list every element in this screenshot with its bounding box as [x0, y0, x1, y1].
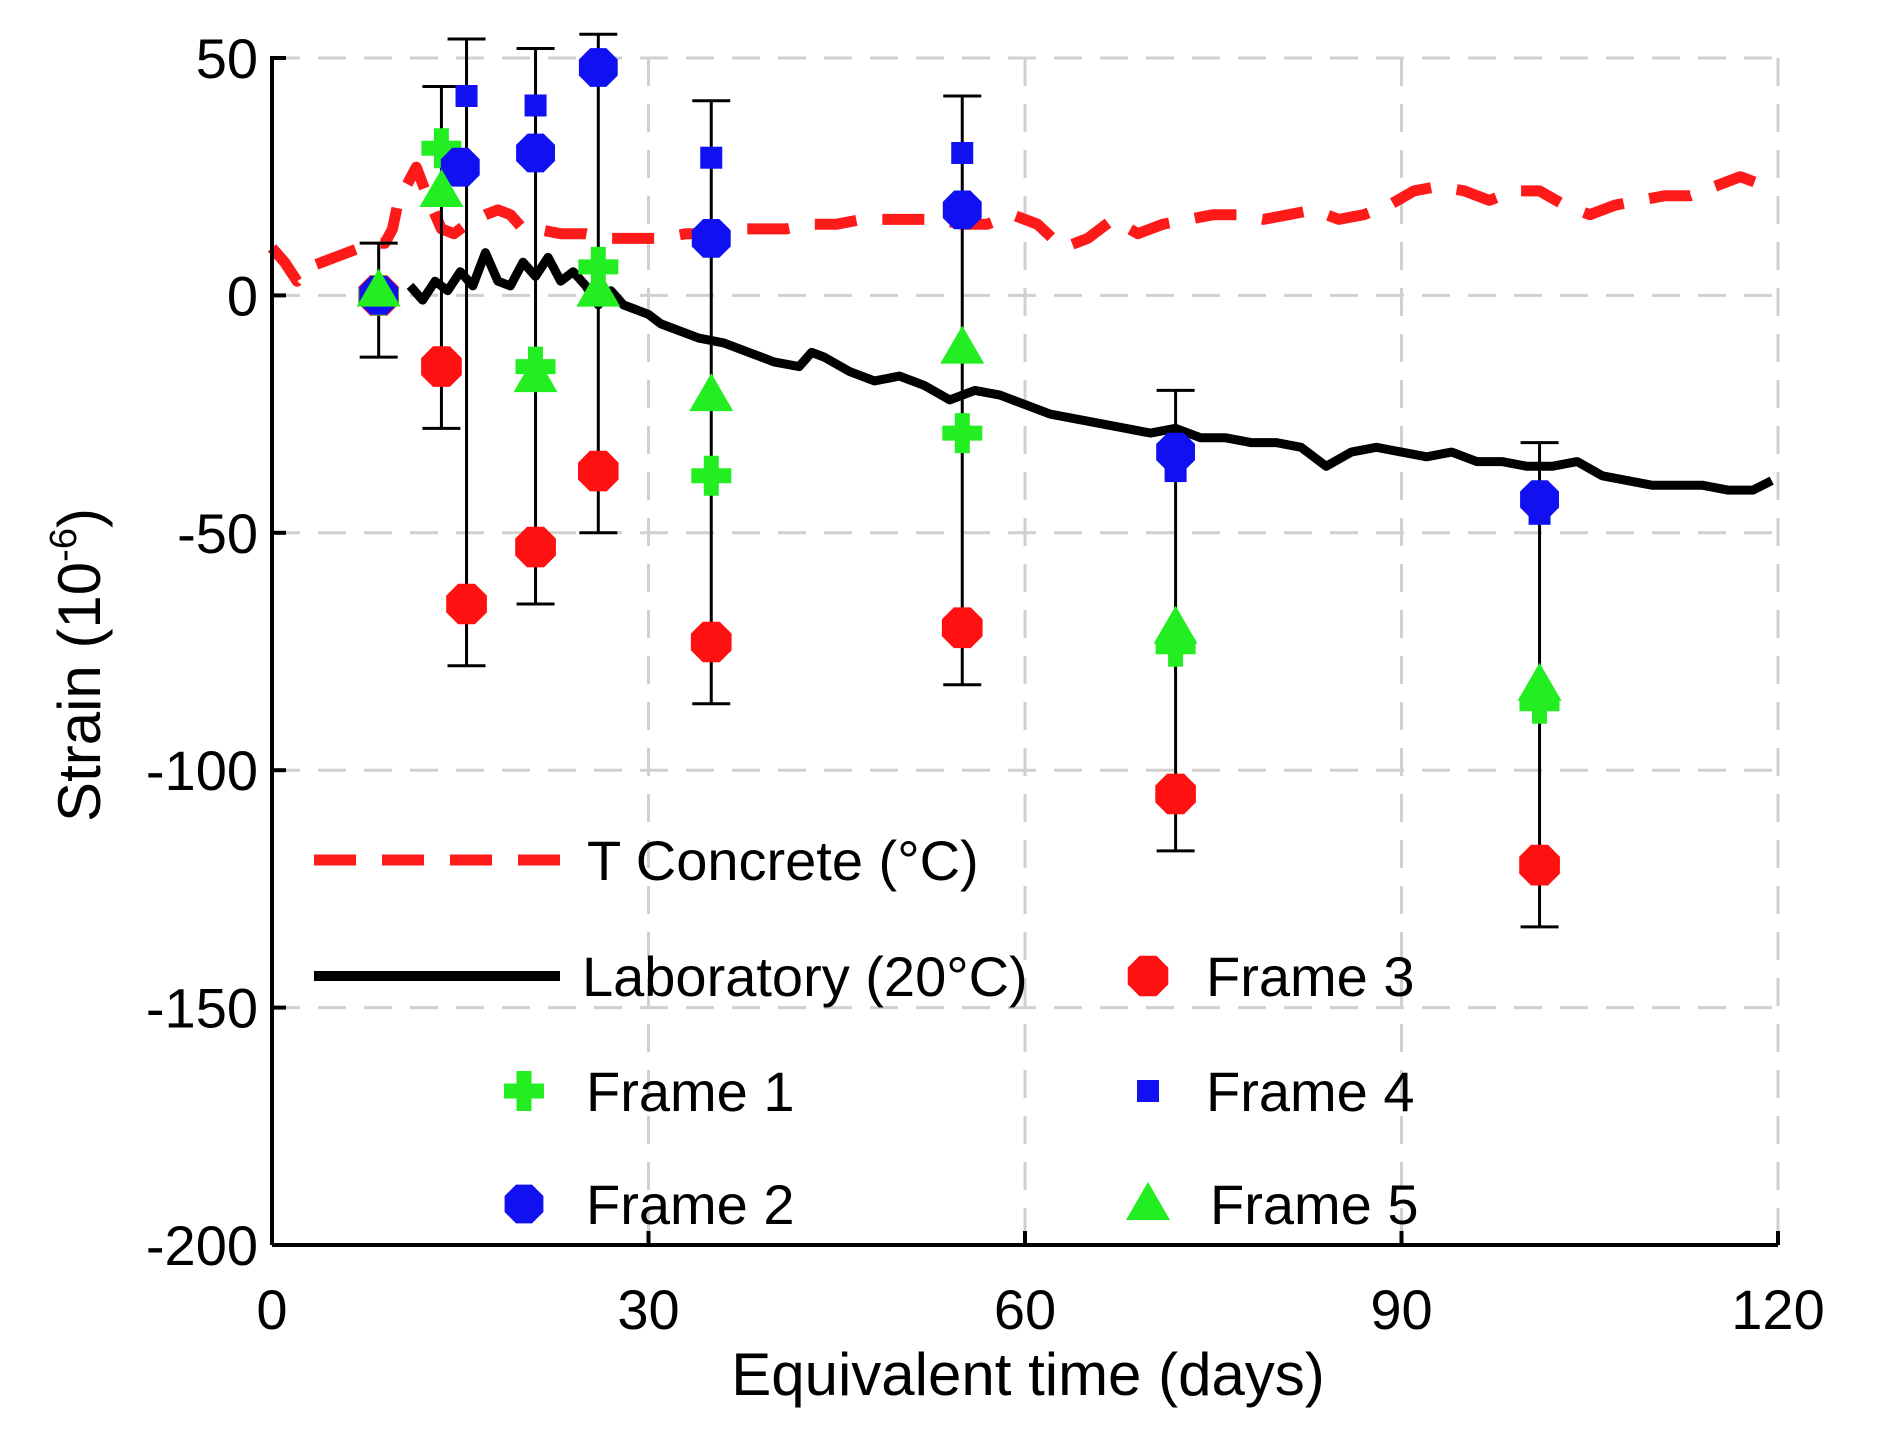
frame1-point: [691, 455, 732, 496]
y-tick-label: -100: [146, 739, 258, 802]
frame4-point: [1528, 502, 1551, 525]
frame5-point: [1153, 605, 1198, 644]
t-concrete-series: [267, 161, 1768, 287]
frame4-point: [455, 84, 478, 107]
legend-swatch-frame1: [504, 1071, 544, 1111]
frame1-point: [421, 128, 462, 169]
frame3-point: [941, 607, 983, 649]
legend-swatch-frame2: [504, 1184, 544, 1224]
frame3-point: [690, 621, 732, 663]
frame5-point: [419, 168, 464, 207]
frame3-point: [578, 450, 619, 492]
y-tick-label: -50: [177, 502, 258, 565]
frame5-point: [940, 325, 985, 364]
frame3-point: [1519, 844, 1560, 886]
frame-markers: [356, 48, 1562, 886]
y-axis-title: Strain (10-6): [43, 508, 113, 822]
frame3-point: [515, 526, 556, 568]
frame5-point: [356, 268, 401, 307]
legend-swatch-frame5: [1126, 1182, 1170, 1220]
frame4-point: [1164, 460, 1187, 483]
x-axis-title: Equivalent time (days): [731, 1341, 1325, 1408]
frame2-point: [691, 219, 731, 258]
y-axis-title-close: ): [46, 508, 113, 528]
legend-label-t_concrete: T Concrete (°C): [587, 829, 979, 892]
laboratory-series: [406, 248, 1774, 495]
x-tick-label: 30: [617, 1278, 679, 1341]
frame2-point: [942, 190, 982, 230]
axes: 0 30 60 90 120 50 0 -50 -100 -150 -200: [146, 27, 1825, 1341]
frame5-point: [1517, 662, 1562, 701]
frame3-point: [1155, 773, 1196, 815]
legend-label-frame5: Frame 5: [1210, 1173, 1419, 1236]
frame5-point: [576, 268, 621, 307]
frame1-point: [942, 413, 983, 454]
frame1-point: [1519, 683, 1560, 724]
frame2-point: [440, 147, 480, 187]
grid: [272, 56, 1780, 1245]
frame5-point: [513, 354, 558, 393]
y-tick-label: -200: [146, 1214, 258, 1277]
frame1-point: [578, 246, 619, 287]
t-concrete-line: [267, 161, 1768, 287]
legend-label-frame1: Frame 1: [586, 1060, 795, 1123]
laboratory-line: [406, 248, 1774, 495]
y-tick-label: 0: [227, 264, 258, 327]
x-tick-label: 60: [994, 1278, 1056, 1341]
legend-label-frame3: Frame 3: [1206, 945, 1415, 1008]
frame3-point: [446, 583, 487, 625]
legend-label-frame2: Frame 2: [586, 1173, 795, 1236]
frame4-point: [587, 61, 610, 84]
legend-label-frame4: Frame 4: [1206, 1060, 1415, 1123]
y-tick-label: -150: [146, 977, 258, 1040]
y-axis-title-superscript: -6: [43, 528, 85, 562]
y-axis-title-main: Strain (10: [46, 562, 113, 822]
frame4-point: [524, 94, 547, 117]
frame1-point: [1155, 626, 1196, 667]
x-tick-label: 120: [1731, 1278, 1824, 1341]
frame2-point: [516, 133, 555, 173]
legend-label-laboratory: Laboratory (20°C): [582, 945, 1028, 1008]
y-tick-label: 50: [196, 27, 258, 90]
x-tick-label: 90: [1370, 1278, 1432, 1341]
legend-swatch-frame4: [1137, 1080, 1159, 1102]
legend-swatch-frame3: [1127, 955, 1169, 997]
frame3-point: [421, 346, 462, 387]
frame4-point: [951, 141, 974, 164]
frame5-point: [689, 373, 734, 412]
x-tick-label: 0: [256, 1278, 287, 1341]
frame4-point: [700, 146, 723, 169]
legend: T Concrete (°C) Laboratory (20°C) Frame 3 F…: [314, 829, 1419, 1236]
